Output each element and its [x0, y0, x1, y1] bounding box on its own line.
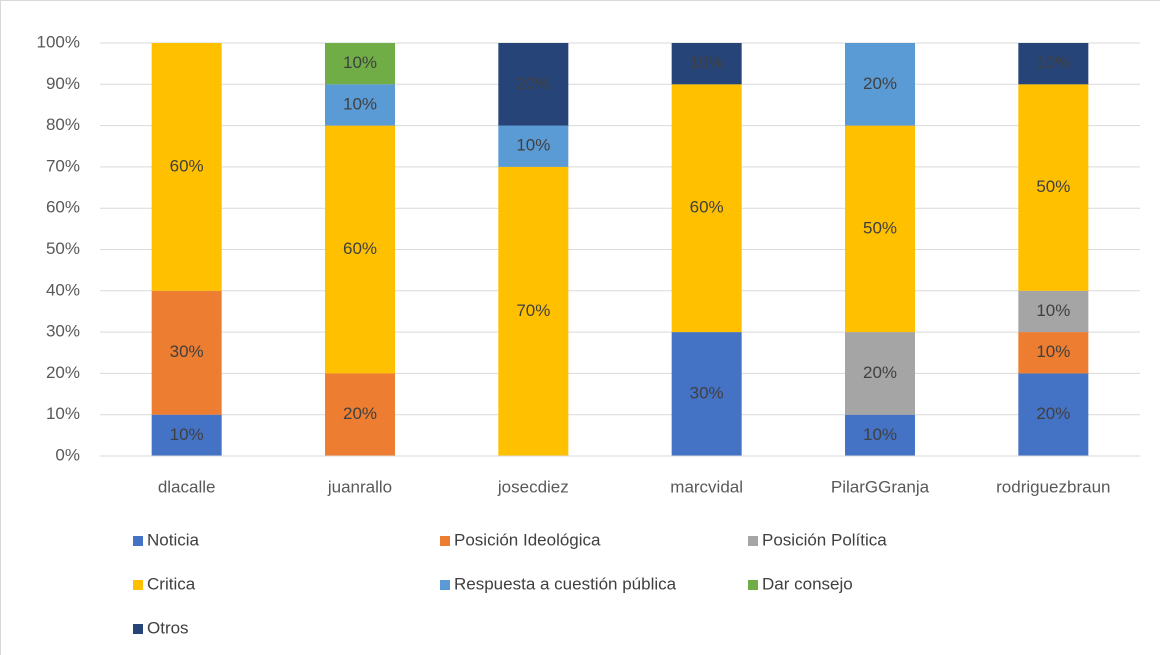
bar-segment	[671, 332, 742, 456]
bar-segment	[1018, 290, 1089, 333]
bar-segment	[498, 43, 569, 126]
value-label: 60%	[343, 239, 377, 258]
legend-label: Posición Ideológica	[454, 530, 601, 549]
bar-segment	[671, 43, 742, 85]
value-label: 20%	[863, 74, 897, 93]
legend-swatch	[133, 536, 143, 546]
legend-swatch	[748, 536, 758, 546]
value-label: 60%	[690, 198, 724, 217]
legend-label: Otros	[147, 618, 189, 637]
bar-segment	[325, 373, 395, 456]
y-tick-label: 50%	[46, 239, 80, 258]
bar-segment	[845, 125, 915, 333]
x-tick-label: juanrallo	[327, 477, 392, 496]
value-label: 10%	[170, 425, 204, 444]
bar-segment	[325, 43, 395, 85]
y-tick-label: 100%	[37, 32, 80, 51]
x-tick-label: dlacalle	[158, 477, 216, 496]
legend-swatch	[133, 580, 143, 590]
value-label: 10%	[863, 425, 897, 444]
value-label: 50%	[863, 218, 897, 237]
bar-segment	[151, 414, 222, 456]
x-tick-label: rodriguezbraun	[996, 477, 1110, 496]
bar-segment	[325, 84, 395, 126]
bar-segment	[151, 290, 222, 415]
bar-segment	[845, 414, 915, 456]
bar-segment	[845, 43, 915, 126]
y-tick-label: 70%	[46, 156, 80, 175]
bar-segment	[325, 125, 395, 374]
value-label: 10%	[1036, 301, 1070, 320]
value-label: 30%	[170, 342, 204, 361]
legend-swatch	[133, 624, 143, 634]
y-tick-label: 20%	[46, 363, 80, 382]
value-label: 50%	[1036, 177, 1070, 196]
bar-segment	[671, 84, 742, 333]
legend-label: Noticia	[147, 530, 200, 549]
value-label: 10%	[343, 94, 377, 113]
value-label: 20%	[343, 404, 377, 423]
legend-swatch	[440, 580, 450, 590]
y-tick-label: 40%	[46, 280, 80, 299]
bar-segment	[1018, 332, 1089, 374]
legend-label: Dar consejo	[762, 574, 853, 593]
value-label: 10%	[1036, 342, 1070, 361]
value-label: 20%	[1036, 404, 1070, 423]
bar-segment	[1018, 373, 1089, 456]
x-tick-label: josecdiez	[497, 477, 569, 496]
value-label: 70%	[516, 301, 550, 320]
bar-segment	[1018, 84, 1089, 291]
y-tick-label: 80%	[46, 115, 80, 134]
y-tick-label: 60%	[46, 198, 80, 217]
legend-label: Critica	[147, 574, 196, 593]
legend-label: Respuesta a cuestión pública	[454, 574, 677, 593]
value-label: 20%	[516, 74, 550, 93]
value-label: 10%	[1036, 53, 1070, 72]
legend-swatch	[748, 580, 758, 590]
bar-segment	[498, 166, 569, 456]
x-tick-label: marcvidal	[670, 477, 743, 496]
bar-segment	[845, 332, 915, 415]
value-label: 20%	[863, 363, 897, 382]
bar-segment	[1018, 43, 1089, 85]
y-tick-label: 10%	[46, 404, 80, 423]
y-tick-label: 90%	[46, 74, 80, 93]
value-label: 10%	[690, 53, 724, 72]
value-label: 10%	[343, 53, 377, 72]
legend-swatch	[440, 536, 450, 546]
value-label: 30%	[690, 384, 724, 403]
value-label: 10%	[516, 136, 550, 155]
bar-segment	[498, 125, 569, 167]
legend-label: Posición Política	[762, 530, 887, 549]
bar-segment	[151, 43, 222, 291]
y-tick-label: 30%	[46, 322, 80, 341]
y-tick-label: 0%	[55, 445, 80, 464]
value-label: 60%	[170, 156, 204, 175]
x-tick-label: PilarGGranja	[831, 477, 930, 496]
